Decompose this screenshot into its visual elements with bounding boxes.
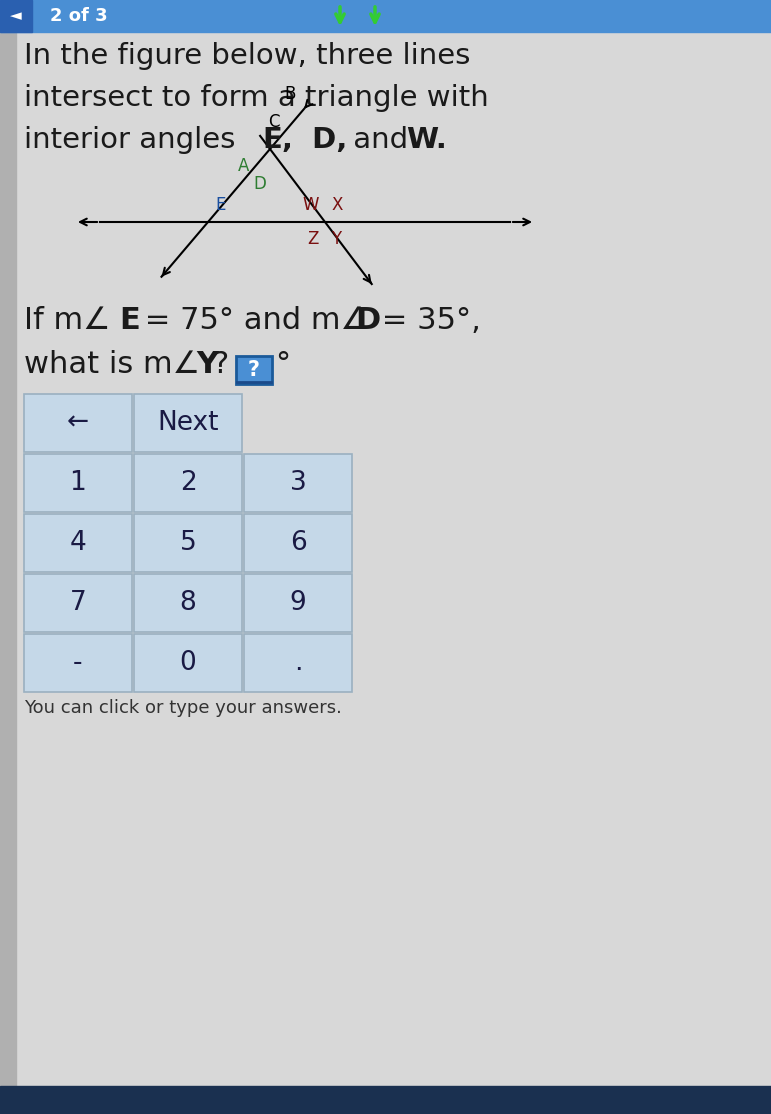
Text: 7: 7 [69,590,86,616]
Bar [0,32,16,1114]
Text: 9: 9 [290,590,306,616]
Text: 2: 2 [180,470,197,496]
Bar [134,394,242,452]
Text: 4: 4 [69,530,86,556]
Text: D: D [254,175,266,193]
Text: Next: Next [157,410,219,436]
Bar [0,1086,771,1114]
Bar [24,634,132,692]
Text: ←: ← [67,410,89,436]
Text: -: - [73,649,82,676]
Bar [236,356,272,384]
Text: 3: 3 [290,470,306,496]
Text: B: B [284,85,296,102]
Text: E,: E, [262,126,293,154]
Text: .: . [294,649,302,676]
Text: interior angles: interior angles [24,126,244,154]
Text: ?: ? [213,350,229,379]
Text: and: and [344,126,417,154]
Text: °: ° [275,350,290,379]
Bar [244,574,352,632]
Bar [244,514,352,571]
Bar [24,514,132,571]
Text: = 75° and m∠: = 75° and m∠ [135,306,368,335]
Text: what is m∠: what is m∠ [24,350,200,379]
Text: C: C [268,113,280,130]
Text: If m∠: If m∠ [24,306,110,335]
Text: You can click or type your answers.: You can click or type your answers. [24,698,342,717]
Bar [244,634,352,692]
Text: 6: 6 [290,530,306,556]
Text: 8: 8 [180,590,197,616]
Bar [134,514,242,571]
Bar [134,455,242,512]
Text: 2 of 3: 2 of 3 [50,7,108,25]
Text: In the figure below, three lines: In the figure below, three lines [24,42,470,70]
Text: intersect to form a triangle with: intersect to form a triangle with [24,84,489,113]
Text: D,: D, [302,126,348,154]
Text: E: E [119,306,140,335]
Text: = 35°,: = 35°, [372,306,481,335]
Text: 5: 5 [180,530,197,556]
Text: Z: Z [308,229,319,248]
Text: 0: 0 [180,649,197,676]
Text: W.: W. [406,126,447,154]
Bar [24,574,132,632]
Bar [244,455,352,512]
Text: D: D [355,306,380,335]
Text: W: W [302,196,319,214]
Text: ◄: ◄ [10,9,22,23]
Text: A: A [237,157,249,175]
Text: Y: Y [196,350,218,379]
Text: Y: Y [331,229,341,248]
Bar [0,0,771,32]
Text: X: X [331,196,342,214]
Text: E: E [215,196,225,214]
Bar [0,0,32,32]
Bar [24,455,132,512]
Text: 1: 1 [69,470,86,496]
Bar [24,394,132,452]
Bar [134,634,242,692]
Bar [134,574,242,632]
Text: ?: ? [248,360,260,380]
